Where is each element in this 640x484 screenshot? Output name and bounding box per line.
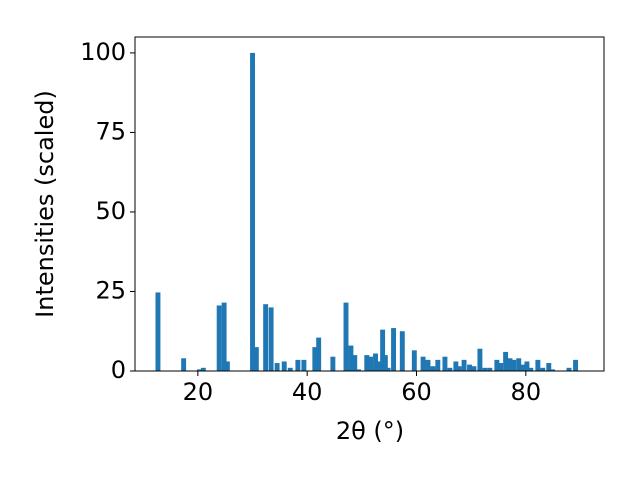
bar: [391, 328, 397, 371]
bar: [312, 347, 318, 371]
bar: [352, 355, 358, 371]
x-tick-label: 20: [183, 378, 214, 406]
bar: [181, 358, 187, 371]
bar: [373, 353, 378, 371]
bar: [385, 367, 391, 371]
bar: [343, 302, 349, 371]
bar: [425, 359, 431, 371]
bar: [456, 366, 462, 371]
bar: [520, 364, 526, 371]
bar: [368, 356, 374, 371]
bar: [224, 361, 230, 371]
bar: [420, 356, 426, 371]
bar: [295, 359, 301, 371]
bar: [411, 350, 417, 371]
bar: [268, 307, 274, 371]
bar: [380, 329, 386, 371]
y-tick-label: 0: [111, 356, 126, 384]
bar: [453, 361, 459, 371]
y-tick-label: 100: [80, 38, 126, 66]
bar: [399, 331, 405, 371]
bar: [507, 358, 513, 371]
bar: [216, 305, 222, 371]
bar: [494, 359, 500, 371]
bar: [330, 356, 336, 371]
bar: [301, 359, 307, 371]
bar: [435, 359, 441, 371]
bar: [511, 359, 517, 371]
bar: [316, 337, 322, 371]
x-tick-label: 40: [292, 378, 323, 406]
bar: [287, 367, 293, 371]
x-tick-label: 60: [401, 378, 432, 406]
bar: [376, 361, 382, 371]
y-tick-label: 50: [95, 197, 126, 225]
bar: [461, 359, 467, 371]
bar: [253, 347, 259, 371]
bar: [477, 348, 483, 371]
bar: [471, 366, 477, 371]
bar: [430, 366, 436, 371]
bar: [197, 369, 202, 371]
bar: [382, 355, 388, 371]
plot-frame: [134, 36, 605, 372]
bar: [348, 345, 354, 371]
bar: [546, 363, 552, 371]
bar: [274, 363, 280, 371]
bar: [263, 304, 269, 371]
bar: [467, 364, 472, 371]
bar: [356, 369, 362, 371]
bar: [155, 292, 161, 371]
bar: [540, 367, 546, 371]
bar: [535, 359, 541, 371]
bar: [503, 351, 509, 371]
bar: [442, 356, 448, 371]
bar: [524, 361, 530, 371]
bar: [573, 359, 579, 371]
bar: [487, 367, 493, 371]
bar: [566, 367, 572, 371]
bar: [447, 367, 453, 371]
bar: [516, 358, 522, 371]
bar: [482, 367, 488, 371]
bar: [550, 369, 556, 371]
y-tick-label: 75: [95, 117, 126, 145]
y-tick-label: 25: [95, 276, 126, 304]
bar: [528, 367, 534, 371]
y-axis-label: Intensities (scaled): [31, 90, 59, 318]
bar: [364, 355, 370, 371]
bar: [221, 302, 227, 371]
bar: [281, 361, 287, 371]
bar: [250, 52, 255, 372]
x-axis-label: 2θ (°): [336, 417, 404, 445]
bar: [200, 367, 206, 371]
x-tick-label: 80: [511, 378, 542, 406]
bar: [498, 363, 504, 371]
